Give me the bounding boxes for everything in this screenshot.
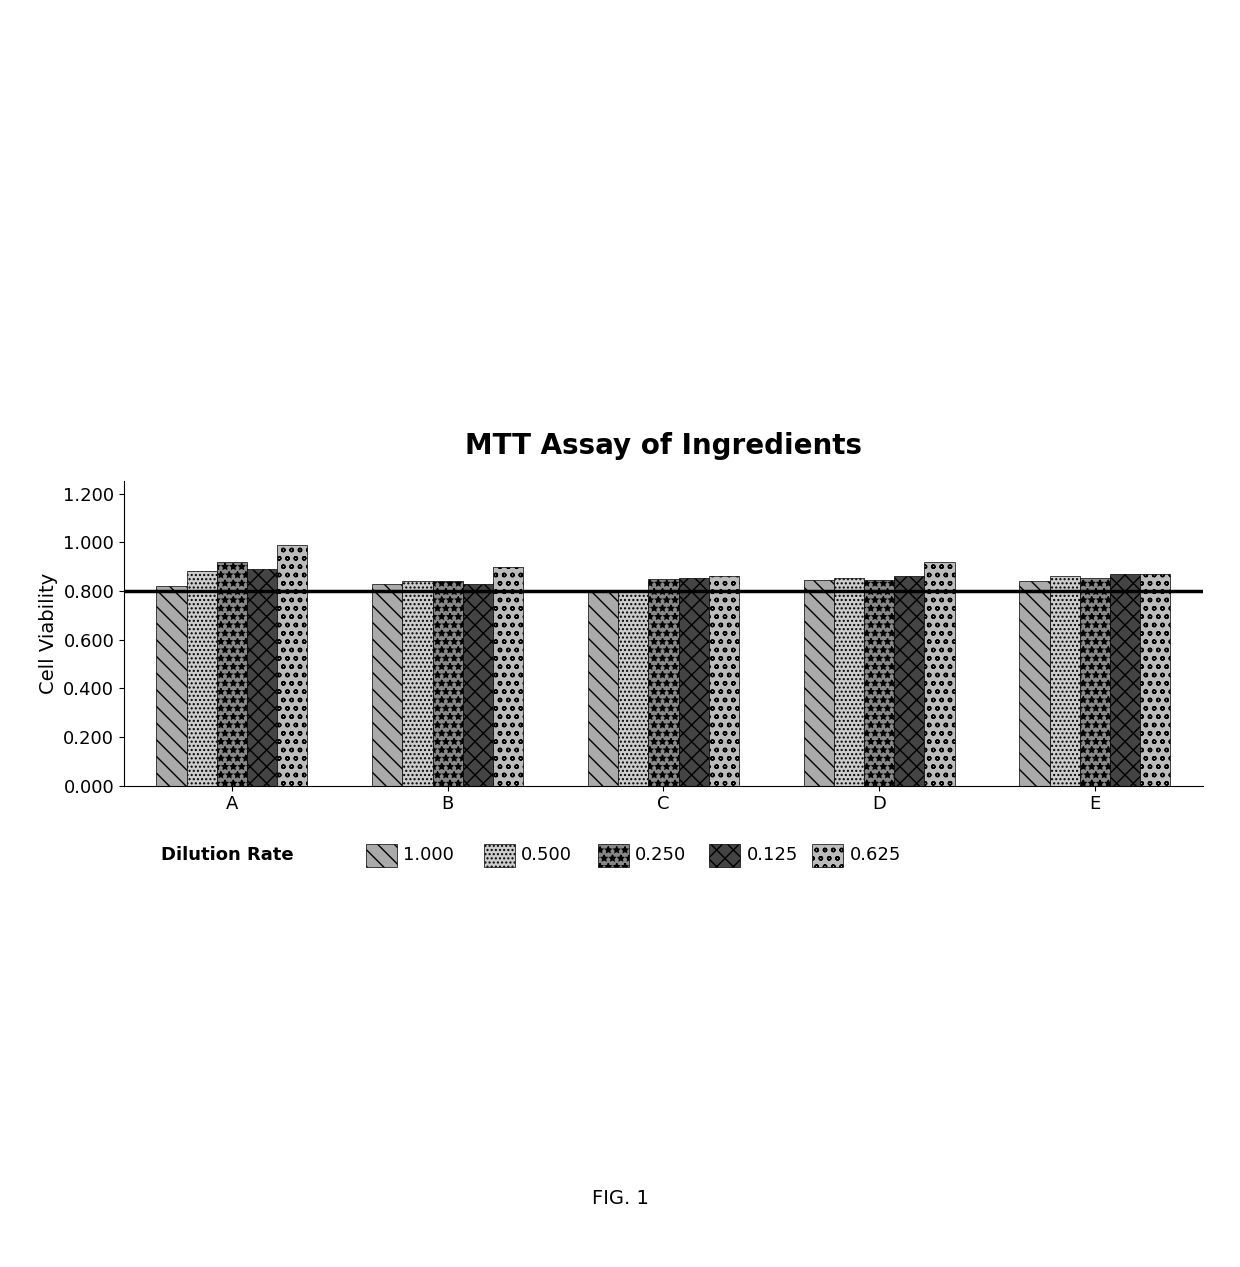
Bar [278, 545, 308, 786]
Bar [864, 580, 894, 786]
Text: 0.500: 0.500 [521, 846, 572, 864]
Bar [1019, 582, 1049, 786]
Bar [186, 571, 217, 786]
Bar [1141, 574, 1171, 786]
Text: 0.625: 0.625 [849, 846, 900, 864]
Text: 1.000: 1.000 [403, 846, 454, 864]
Bar [1110, 574, 1141, 786]
Bar [217, 561, 247, 786]
Bar [925, 561, 955, 786]
Bar [372, 584, 402, 786]
Bar [247, 569, 278, 786]
Bar [433, 582, 463, 786]
Bar [833, 578, 864, 786]
Bar [709, 576, 739, 786]
Bar [156, 587, 186, 786]
Bar [618, 589, 649, 786]
Title: MTT Assay of Ingredients: MTT Assay of Ingredients [465, 432, 862, 460]
Text: FIG. 1: FIG. 1 [591, 1188, 649, 1207]
Text: Dilution Rate: Dilution Rate [161, 846, 294, 864]
Y-axis label: Cell Viability: Cell Viability [38, 573, 57, 694]
Bar [1049, 576, 1080, 786]
Bar [804, 580, 833, 786]
Bar [494, 566, 523, 786]
Bar [588, 590, 618, 786]
Bar [402, 582, 433, 786]
Text: 0.125: 0.125 [746, 846, 797, 864]
Bar [1080, 578, 1110, 786]
Text: 0.250: 0.250 [635, 846, 686, 864]
Bar [649, 579, 678, 786]
Bar [894, 576, 925, 786]
Bar [463, 584, 494, 786]
Bar [678, 578, 709, 786]
